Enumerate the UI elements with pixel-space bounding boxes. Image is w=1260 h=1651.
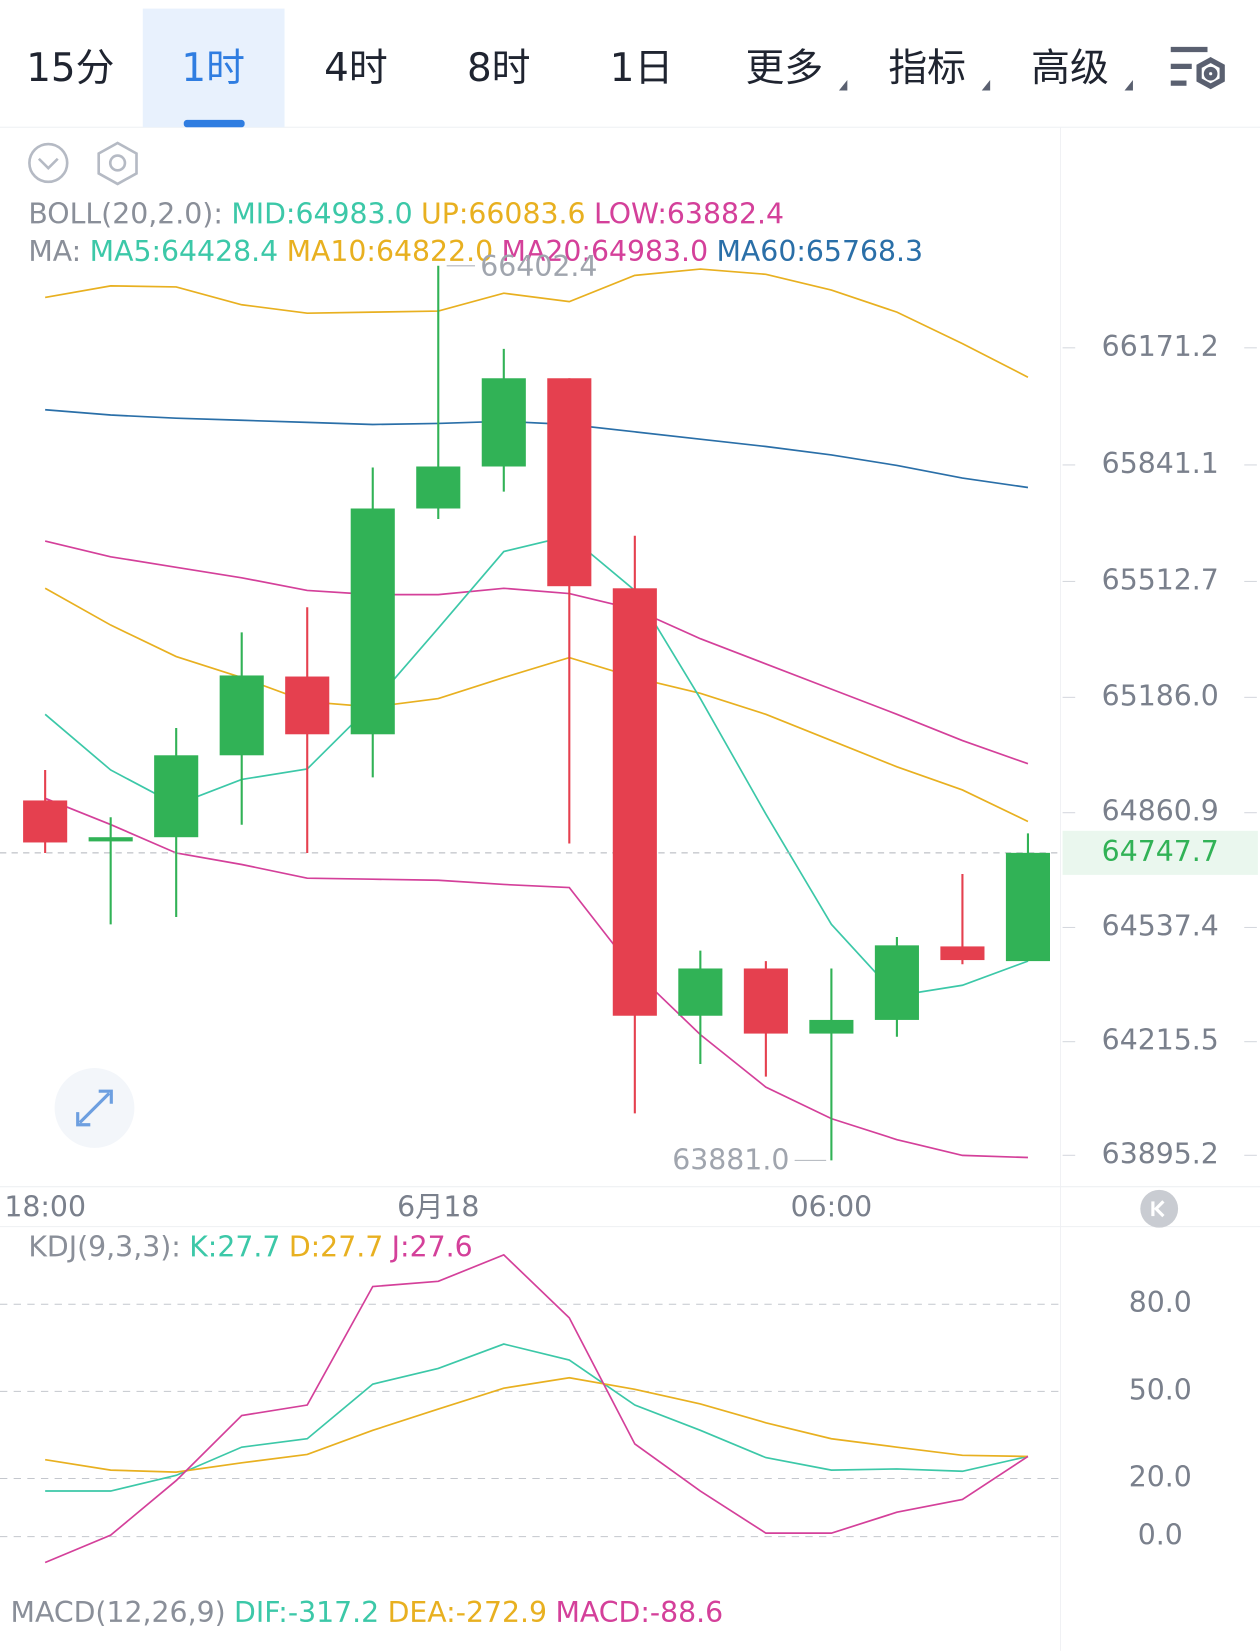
tab-label[interactable]: 高级	[1031, 46, 1109, 91]
legend-entry: MACD:-88.6	[555, 1596, 723, 1629]
candle-body	[350, 508, 395, 735]
indicator-line	[45, 408, 1029, 489]
candle-body	[481, 378, 526, 467]
y-tick-label: 20.0	[1129, 1461, 1192, 1494]
legend-entry: MID:64983.0	[231, 197, 412, 230]
dropdown-caret	[1124, 80, 1133, 91]
tab-label[interactable]: 1时	[181, 46, 245, 91]
indicator-legend: MACD(12,26,9) DIF:-317.2 DEA:-272.9 MACD:-8…	[11, 1596, 724, 1629]
legend-entry: UP:66083.6	[421, 197, 586, 230]
y-tick-label: 65512.7	[1102, 563, 1219, 596]
tab-label[interactable]: 更多	[746, 46, 824, 91]
candle-body	[219, 675, 264, 756]
high-label: 66402.4	[480, 250, 597, 283]
icon-arrow	[1153, 1200, 1165, 1218]
candle-body	[678, 968, 723, 1016]
candle-body	[1005, 852, 1050, 962]
y-tick-label: 64860.9	[1102, 795, 1219, 828]
indicator-line	[45, 1343, 1029, 1492]
candle-body	[743, 968, 788, 1034]
y-tick-label: 65186.0	[1102, 679, 1219, 712]
indicator-line	[45, 268, 1029, 378]
legend-entry: MA5:64428.4	[90, 235, 279, 268]
candle-body	[154, 755, 199, 838]
legend-entry: KDJ(9,3,3):	[28, 1231, 180, 1264]
indicator-line	[45, 1376, 1028, 1473]
candle-body	[940, 946, 985, 961]
legend-entry: MA10:64822.0	[287, 235, 494, 268]
low-label: 63881.0	[672, 1143, 789, 1176]
settings-hex-icon[interactable]	[97, 141, 138, 186]
indicator-line	[44, 797, 1028, 1159]
indicator-line	[44, 540, 1029, 765]
icon-hex	[1196, 57, 1225, 90]
active-tab-bg	[142, 8, 285, 128]
candle-body	[285, 676, 330, 735]
dropdown-caret	[981, 80, 991, 91]
collapse-icon[interactable]	[28, 142, 69, 184]
x-tick-label: 6月18	[397, 1191, 479, 1224]
tab-label[interactable]: 指标	[888, 46, 966, 91]
settings-icon[interactable]	[1170, 46, 1225, 90]
tab-label[interactable]: 8时	[467, 46, 531, 91]
indicator-line	[44, 1253, 1029, 1564]
legend-entry: J:27.6	[390, 1231, 473, 1264]
fullscreen-button[interactable]	[54, 1068, 135, 1148]
scroll-latest-button[interactable]	[1140, 1189, 1179, 1228]
last-price-label: 64747.7	[1102, 835, 1219, 868]
indicator-line	[44, 534, 1029, 997]
icon-dot	[1203, 66, 1218, 81]
indicator-legend: KDJ(9,3,3): K:27.7 D:27.7 J:27.6	[28, 1231, 472, 1264]
button-bg	[1140, 1189, 1179, 1228]
legend-entry: D:27.7	[289, 1231, 383, 1264]
candle-body	[88, 837, 133, 842]
legend-entry: DEA:-272.9	[388, 1596, 547, 1629]
x-tick-label: 18:00	[4, 1191, 86, 1224]
y-tick-label: 63895.2	[1102, 1137, 1219, 1170]
candle-body	[874, 945, 919, 1020]
candle-body	[809, 1019, 854, 1034]
y-tick-label: 80.0	[1129, 1286, 1192, 1319]
legend-entry: MA20:64983.0	[502, 235, 709, 268]
active-tab-indicator	[183, 119, 245, 128]
tab-label[interactable]: 4时	[324, 46, 388, 91]
candle-body	[416, 466, 461, 509]
legend-entry: MACD(12,26,9)	[11, 1596, 226, 1629]
legend-entry: K:27.7	[189, 1231, 280, 1264]
legend-entry: DIF:-317.2	[234, 1596, 379, 1629]
y-tick-label: 50.0	[1129, 1373, 1192, 1406]
icon-arrow	[76, 1112, 91, 1127]
legend-entry: LOW:63882.4	[594, 197, 784, 230]
last-price-bg	[1062, 830, 1258, 875]
legend-entry: BOLL(20,2.0):	[28, 197, 223, 230]
indicator-legend: BOLL(20,2.0): MID:64983.0 UP:66083.6 LOW:63…	[28, 197, 784, 230]
icon-dot	[108, 154, 127, 172]
icon-chevron	[37, 157, 59, 171]
indicator-legend: MA: MA5:64428.4 MA10:64822.0 MA20:64983.0 MA…	[28, 235, 923, 268]
tab-label[interactable]: 15分	[26, 46, 114, 91]
legend-entry: MA:	[28, 235, 81, 268]
legend-entry: MA60:65768.3	[716, 235, 923, 268]
candle-body	[547, 378, 592, 587]
icon-circle	[28, 142, 69, 184]
x-tick-label: 06:00	[791, 1191, 873, 1224]
y-tick-label: 64215.5	[1102, 1024, 1219, 1057]
icon-arrow	[98, 1089, 113, 1104]
tab-label[interactable]: 1日	[610, 46, 674, 91]
indicator-line	[44, 587, 1029, 823]
candle-body	[612, 588, 657, 1016]
icon-line	[78, 1092, 111, 1124]
y-tick-label: 0.0	[1138, 1519, 1183, 1552]
expand-icon	[76, 1089, 113, 1127]
y-tick-label: 64537.4	[1102, 909, 1219, 942]
y-tick-label: 65841.1	[1102, 447, 1219, 480]
icon-hex	[97, 141, 138, 186]
dropdown-caret	[838, 80, 848, 91]
y-tick-label: 66171.2	[1102, 330, 1219, 363]
candle-body	[23, 800, 68, 843]
